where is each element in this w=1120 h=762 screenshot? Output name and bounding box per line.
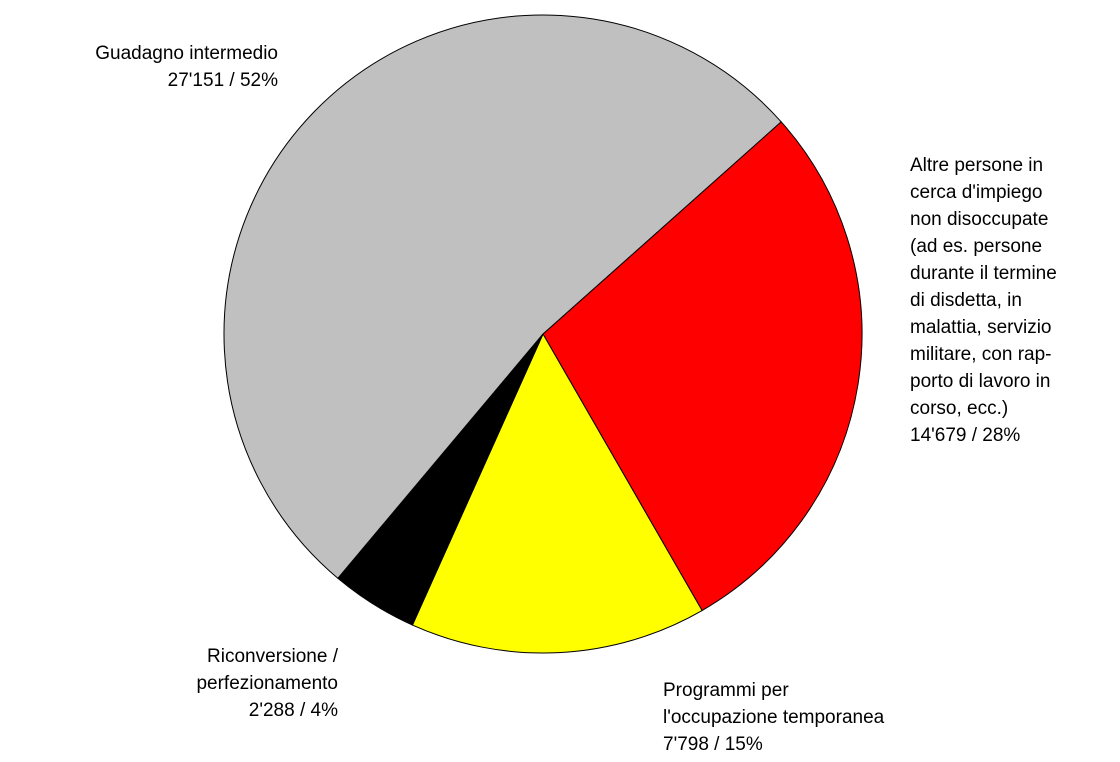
category-label: Altre persone in cerca d'impiego non dis… [910,155,1057,419]
value-label: 14'679 / 28% [910,425,1021,446]
value-label: 27'151 / 52% [167,70,278,91]
value-label: 2'288 / 4% [248,700,338,721]
slice-label: Programmi per l'occupazione temporanea 7'… [663,677,884,758]
category-label: Guadagno intermedio [95,43,278,64]
category-label: Programmi per l'occupazione temporanea [663,680,885,728]
pie-slice [542,121,863,612]
category-label: Riconversione / perfezionamento [196,646,338,694]
pie-slice [223,14,782,579]
slice-label: Riconversione / perfezionamento 2'288 / 4… [196,643,338,724]
value-label: 7'798 / 15% [663,734,763,755]
pie-slice [411,332,703,654]
slice-label: Guadagno intermedio 27'151 / 52% [95,40,278,94]
slice-label: Altre persone in cerca d'impiego non dis… [910,152,1057,449]
